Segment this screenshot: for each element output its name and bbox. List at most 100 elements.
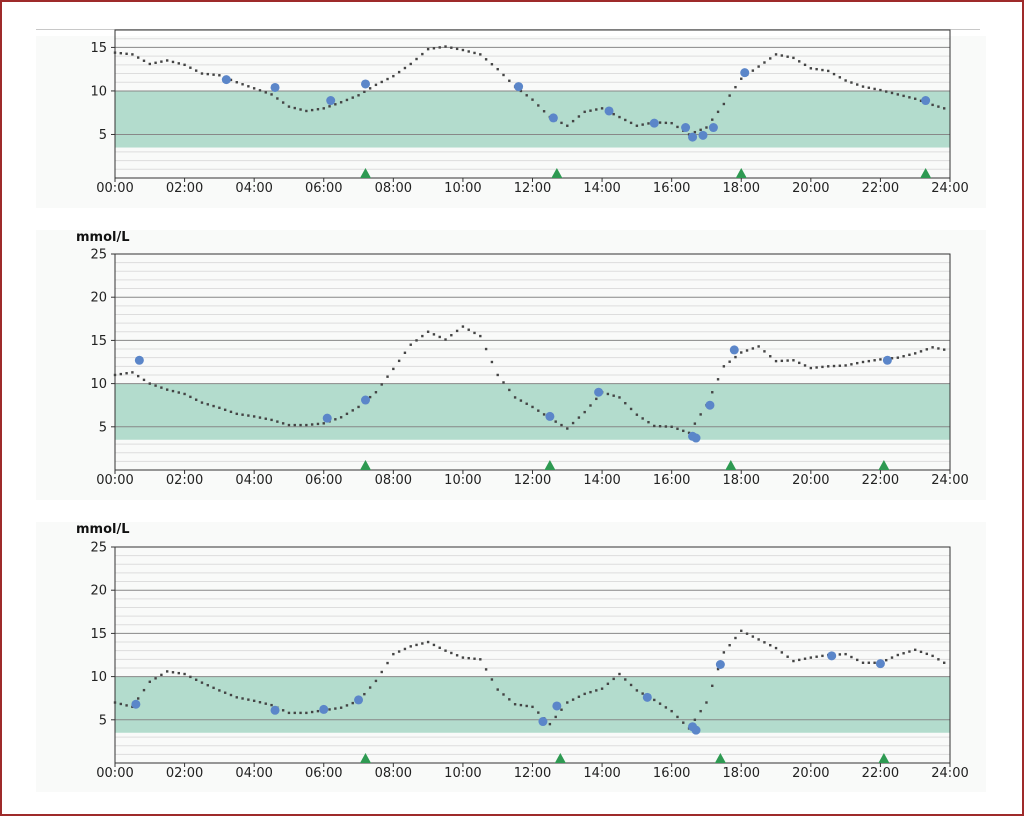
chart2-x-tick-label: 00:00 (96, 473, 133, 488)
chart2-trace-point (815, 366, 818, 369)
chart1-trace-point (902, 94, 905, 98)
chart2-x-tick-label: 04:00 (235, 473, 272, 488)
chart3-trace-point (461, 656, 465, 659)
chart1-trace-point (345, 98, 349, 102)
chart3-trace-point (142, 688, 146, 692)
chart2-trace-point (270, 418, 273, 422)
chart2-trace-point (386, 375, 389, 378)
chart3-trace-point (641, 692, 644, 695)
chart2-trace-point (281, 422, 285, 425)
chart2-trace-point (786, 359, 789, 362)
chart3-trace-point (624, 678, 627, 681)
chart3-reading-point (319, 704, 329, 714)
chart1-event-marker (735, 168, 747, 178)
chart2-trace-point (305, 423, 308, 427)
chart2-trace-point (490, 360, 494, 364)
chart2-trace-point (635, 413, 639, 416)
chart3-trace-point (438, 646, 441, 649)
chart2-trace-point (537, 409, 540, 412)
chart1-trace-point (444, 45, 447, 48)
chart1-trace-point (397, 70, 401, 74)
chart2-trace-point (189, 395, 192, 399)
chart1-trace-point (334, 103, 337, 106)
chart1-trace-point (212, 73, 215, 76)
chart3-trace-point (571, 698, 575, 701)
chart1-trace-point (467, 50, 470, 53)
chart2-trace-point (165, 388, 169, 391)
chart3-reading-point (875, 659, 885, 669)
chart2-trace-point (798, 361, 801, 365)
chart1-trace-point (496, 67, 499, 71)
chart1-trace-point (403, 66, 407, 70)
chart3-trace-point (171, 671, 175, 674)
chart3-trace-point (183, 672, 186, 676)
chart2-trace-point (890, 357, 894, 360)
chart2-x-tick-label: 08:00 (375, 473, 412, 488)
chart3-x-tick-label: 02:00 (166, 766, 203, 781)
chart2-trace-point (740, 351, 743, 354)
chart2-y-axis-label: mmol/L (76, 230, 130, 245)
chart2-trace-point (838, 364, 842, 367)
chart1-trace-point (647, 122, 650, 125)
chart2-trace-point (827, 365, 830, 368)
chart3-trace-point (693, 718, 697, 721)
chart2-trace-point (351, 409, 354, 412)
chart2-trace-point (508, 388, 511, 392)
chart1-trace-point (763, 61, 766, 64)
chart1-trace-point (368, 87, 372, 90)
chart3-y-tick-label: 15 (90, 627, 107, 642)
chart2-trace-point (914, 352, 917, 355)
chart2-y-tick-label: 25 (90, 248, 107, 263)
chart2-trace-point (908, 353, 911, 356)
chart1-trace-point (281, 101, 285, 104)
chart1-trace-point (189, 66, 192, 69)
chart1-x-tick-label: 10:00 (444, 181, 481, 196)
chart1-trace-point (479, 53, 482, 56)
chart1-y-tick-label: 10 (90, 84, 107, 99)
chart2-trace-point (641, 417, 644, 420)
chart2-reading-point (361, 395, 370, 405)
chart2-trace-point (310, 423, 314, 426)
chart1-reading-point (681, 123, 691, 133)
chart1-trace-point (635, 124, 639, 127)
chart1-trace-point (769, 57, 772, 60)
chart3-trace-point (803, 657, 807, 660)
chart2-reading-point (705, 400, 715, 410)
chart3-trace-point (426, 640, 430, 644)
chart3-trace-point (716, 667, 720, 671)
chart3-trace-point (653, 698, 656, 702)
chart3-trace-point (223, 691, 227, 694)
chart1-x-tick-label: 16:00 (653, 181, 690, 196)
chart2-trace-point (595, 397, 598, 401)
chart3-trace-point (682, 721, 685, 724)
chart3-trace-point (919, 650, 923, 654)
chart3-target-range-band (115, 676, 950, 733)
chart2-trace-point (345, 412, 349, 416)
chart1-trace-point (299, 108, 302, 111)
chart2-trace-point (479, 334, 482, 338)
chart3-y-tick-label: 20 (90, 584, 107, 599)
chart3-trace-point (815, 655, 818, 658)
chart3-y-tick-label: 5 (99, 713, 107, 728)
chart3-trace-point (508, 698, 511, 701)
chart1-trace-point (229, 78, 233, 82)
chart1-trace-point (194, 69, 198, 72)
chart1-x-tick-label: 08:00 (375, 181, 412, 196)
chart3-trace-point (386, 661, 389, 665)
chart1-trace-point (351, 96, 354, 99)
chart1-trace-point (815, 67, 818, 71)
chart2-event-marker (360, 460, 371, 470)
chart3-trace-point (502, 693, 505, 696)
chart1-trace-point (827, 69, 830, 73)
chart3-event-marker (714, 753, 726, 763)
chart2-x-tick-label: 20:00 (792, 473, 829, 488)
chart2-trace-point (757, 345, 760, 348)
chart1-trace-point (183, 63, 186, 67)
chart1-x-tick-label: 14:00 (583, 181, 620, 196)
chart1-trace-point (322, 107, 325, 110)
chart1-trace-point (363, 90, 366, 94)
chart2-trace-point (200, 401, 204, 404)
chart1-reading-point (921, 96, 931, 106)
chart2-trace-point (676, 427, 679, 431)
chart3-trace-point (218, 689, 221, 692)
